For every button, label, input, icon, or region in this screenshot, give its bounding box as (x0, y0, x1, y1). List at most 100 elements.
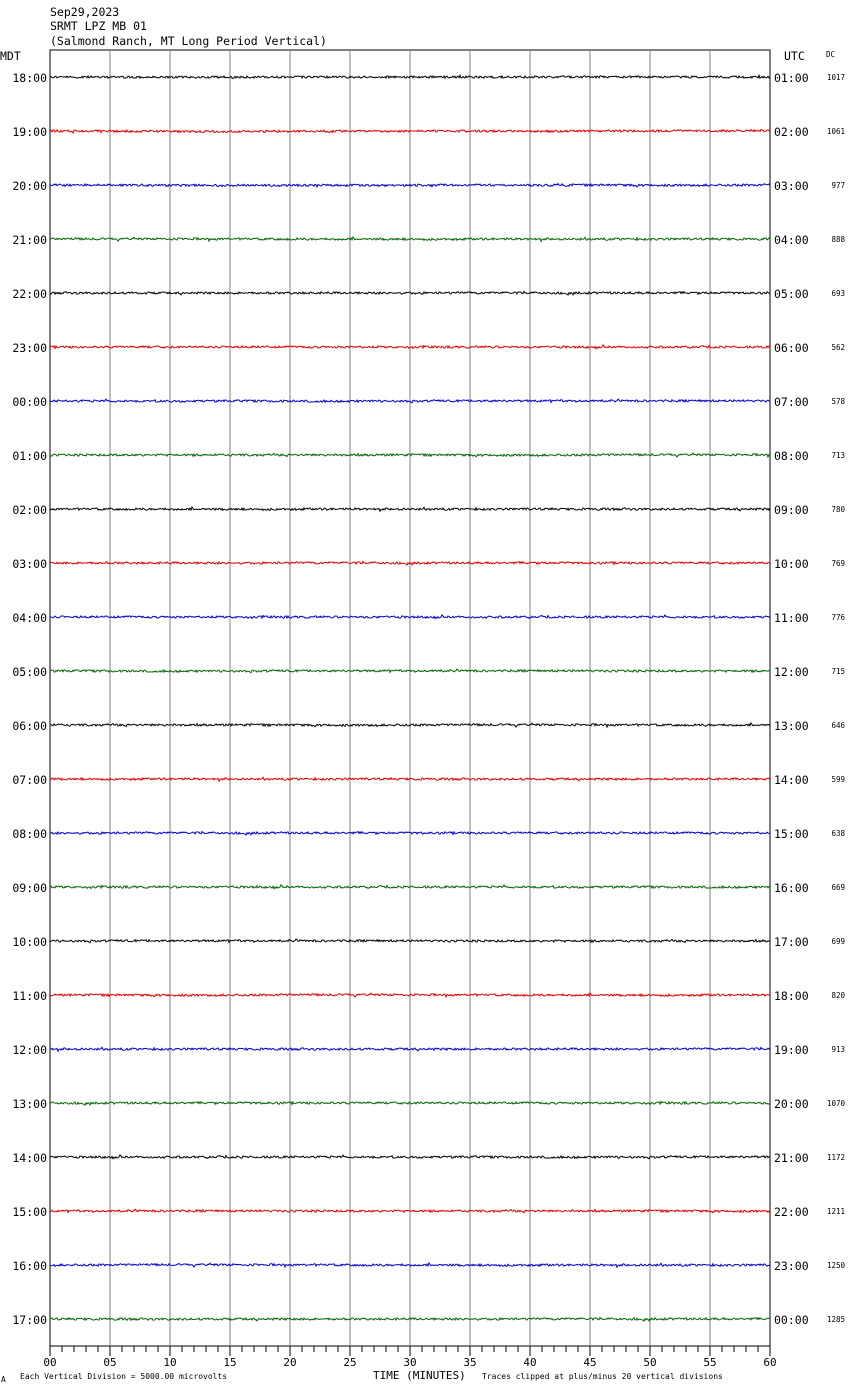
dc-offset-label: 1061 (827, 127, 845, 136)
dc-offset-label: 1250 (827, 1261, 846, 1270)
utc-hour-label: 08:00 (774, 449, 809, 463)
mdt-hour-label: 16:00 (12, 1259, 47, 1273)
x-tick-label-25: 25 (343, 1356, 356, 1369)
trace-row-23 (49, 1316, 771, 1322)
dc-offset-label: 578 (831, 397, 845, 406)
mdt-hour-label: 15:00 (12, 1205, 47, 1219)
trace-row-0 (49, 73, 771, 80)
x-tick-label-50: 50 (643, 1356, 656, 1369)
location-title: (Salmond Ranch, MT Long Period Vertical) (50, 34, 327, 48)
utc-hour-label: 15:00 (774, 827, 809, 841)
mdt-hour-label: 22:00 (12, 287, 47, 301)
utc-hour-label: 16:00 (774, 881, 809, 895)
dc-offset-label: 693 (831, 289, 845, 298)
left-zone-label: MDT (0, 49, 21, 63)
x-tick-label-55: 55 (703, 1356, 716, 1369)
x-tick-label-05: 05 (103, 1356, 116, 1369)
dc-offset-label: 669 (831, 883, 845, 892)
trace-row-13 (49, 776, 771, 783)
x-axis-label: TIME (MINUTES) (373, 1369, 466, 1382)
dc-offset-label: 1017 (827, 73, 845, 82)
x-tick-label-10: 10 (163, 1356, 176, 1369)
trace-row-22 (49, 1261, 771, 1269)
dc-offset-label: 1211 (827, 1207, 845, 1216)
trace-row-9 (49, 560, 771, 566)
dc-offset-label: 1172 (827, 1153, 845, 1162)
mdt-hour-label: 12:00 (12, 1043, 47, 1057)
dc-offset-label: 820 (831, 991, 845, 1000)
trace-row-21 (49, 1208, 771, 1214)
dc-offset-label: 780 (831, 505, 845, 514)
utc-hour-label: 07:00 (774, 395, 809, 409)
right-zone-label: UTC (784, 49, 805, 63)
dc-offset-label: 888 (831, 235, 845, 244)
dc-offset-label: 562 (831, 343, 845, 352)
utc-hour-label: 11:00 (774, 611, 809, 625)
dc-offset-label: 699 (831, 937, 845, 946)
trace-row-15 (49, 883, 771, 890)
trace-group (49, 73, 771, 1322)
trace-row-5 (49, 343, 771, 350)
x-tick-label-20: 20 (283, 1356, 296, 1369)
trace-row-3 (49, 235, 771, 243)
corner-mark: A (1, 1375, 6, 1384)
utc-hour-label: 22:00 (774, 1205, 809, 1219)
x-axis: 00 05 10 15 20 25 30 35 40 45 50 55 60 (43, 1346, 777, 1369)
utc-hour-label: 13:00 (774, 719, 809, 733)
utc-hour-label: 18:00 (774, 989, 809, 1003)
dc-offset-label: 713 (831, 451, 845, 460)
dc-offset-label: 715 (831, 667, 845, 676)
utc-hour-label: 00:00 (774, 1313, 809, 1327)
x-tick-label-60: 60 (763, 1356, 776, 1369)
mdt-hour-label: 10:00 (12, 935, 47, 949)
mdt-hour-label: 02:00 (12, 503, 47, 517)
mdt-hour-label: 13:00 (12, 1097, 47, 1111)
mdt-hour-label: 05:00 (12, 665, 47, 679)
mdt-hour-label: 17:00 (12, 1313, 47, 1327)
minute-gridlines (109, 50, 711, 1346)
mdt-hour-label: 03:00 (12, 557, 47, 571)
mdt-hour-label: 09:00 (12, 881, 47, 895)
dc-offset-label: 1070 (827, 1099, 846, 1108)
utc-hour-label: 05:00 (774, 287, 809, 301)
x-tick-label-45: 45 (583, 1356, 596, 1369)
mdt-hour-label: 23:00 (12, 341, 47, 355)
trace-row-20 (49, 1153, 771, 1160)
mdt-hour-label: 06:00 (12, 719, 47, 733)
x-tick-label-40: 40 (523, 1356, 536, 1369)
x-tick-label-30: 30 (403, 1356, 416, 1369)
utc-hour-label: 17:00 (774, 935, 809, 949)
scale-note: Each Vertical Division = 5000.00 microvo… (20, 1372, 227, 1381)
trace-row-10 (49, 613, 771, 620)
trace-row-19 (49, 1100, 771, 1106)
trace-row-4 (49, 290, 771, 296)
mdt-hour-label: 21:00 (12, 233, 47, 247)
trace-row-8 (49, 505, 771, 513)
dc-offset-label: 977 (831, 181, 845, 190)
trace-row-7 (49, 452, 771, 459)
utc-hour-label: 20:00 (774, 1097, 809, 1111)
utc-hour-label: 12:00 (774, 665, 809, 679)
utc-hour-label: 19:00 (774, 1043, 809, 1057)
dc-offset-label: 646 (831, 721, 845, 730)
mdt-hour-label: 20:00 (12, 179, 47, 193)
clip-note: Traces clipped at plus/minus 20 vertical… (482, 1372, 723, 1381)
dc-offset-label: 776 (831, 613, 845, 622)
dc-offset-label: 913 (831, 1045, 845, 1054)
trace-row-18 (49, 1046, 771, 1053)
mdt-hour-label: 04:00 (12, 611, 47, 625)
x-tick-label-35: 35 (463, 1356, 476, 1369)
date-title: Sep29,2023 (50, 5, 119, 19)
utc-hour-label: 04:00 (774, 233, 809, 247)
x-tick-label-00: 00 (43, 1356, 56, 1369)
utc-hour-label: 09:00 (774, 503, 809, 517)
trace-row-17 (49, 991, 771, 999)
mdt-hour-label: 19:00 (12, 125, 47, 139)
mdt-hour-label: 14:00 (12, 1151, 47, 1165)
mdt-hour-label: 01:00 (12, 449, 47, 463)
trace-row-2 (49, 182, 771, 189)
trace-row-14 (49, 830, 771, 836)
dc-offset-label: 638 (831, 829, 845, 838)
utc-hour-label: 10:00 (774, 557, 809, 571)
trace-row-16 (49, 938, 771, 944)
